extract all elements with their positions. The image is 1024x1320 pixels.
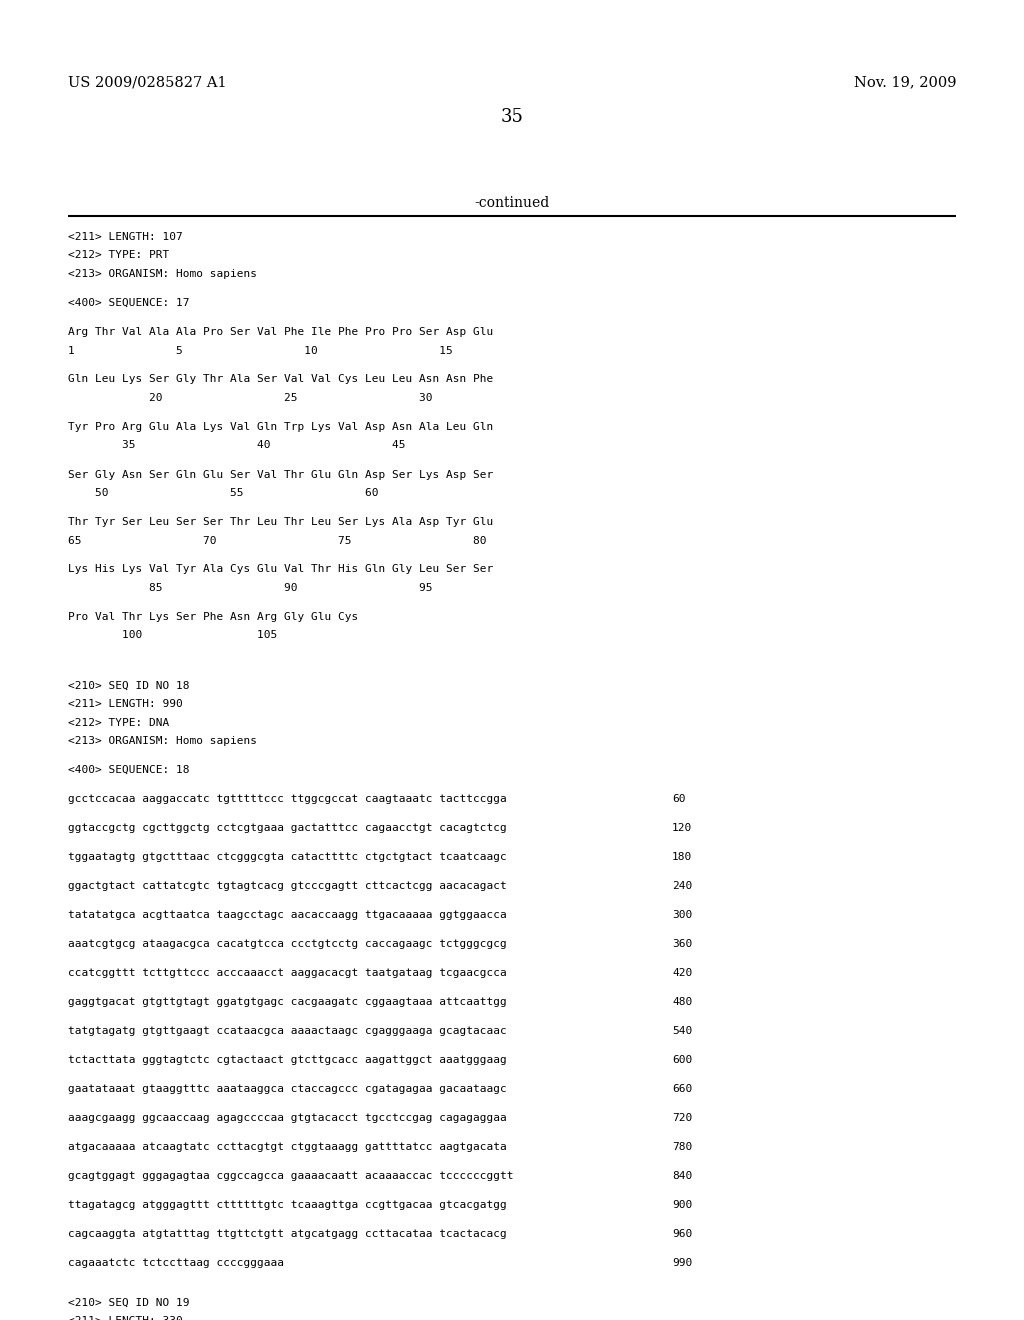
Text: tctacttata gggtagtctc cgtactaact gtcttgcacc aagattggct aaatgggaag: tctacttata gggtagtctc cgtactaact gtcttgc…: [68, 1055, 507, 1065]
Text: 480: 480: [672, 997, 692, 1007]
Text: 180: 180: [672, 851, 692, 862]
Text: Tyr Pro Arg Glu Ala Lys Val Gln Trp Lys Val Asp Asn Ala Leu Gln: Tyr Pro Arg Glu Ala Lys Val Gln Trp Lys …: [68, 422, 494, 432]
Text: gcctccacaa aaggaccatc tgtttttccc ttggcgccat caagtaaatc tacttccgga: gcctccacaa aaggaccatc tgtttttccc ttggcgc…: [68, 795, 507, 804]
Text: US 2009/0285827 A1: US 2009/0285827 A1: [68, 75, 226, 88]
Text: Ser Gly Asn Ser Gln Glu Ser Val Thr Glu Gln Asp Ser Lys Asp Ser: Ser Gly Asn Ser Gln Glu Ser Val Thr Glu …: [68, 470, 494, 479]
Text: <400> SEQUENCE: 18: <400> SEQUENCE: 18: [68, 766, 189, 775]
Text: <211> LENGTH: 107: <211> LENGTH: 107: [68, 232, 182, 242]
Text: Gln Leu Lys Ser Gly Thr Ala Ser Val Val Cys Leu Leu Asn Asn Phe: Gln Leu Lys Ser Gly Thr Ala Ser Val Val …: [68, 375, 494, 384]
Text: <213> ORGANISM: Homo sapiens: <213> ORGANISM: Homo sapiens: [68, 737, 257, 746]
Text: <211> LENGTH: 990: <211> LENGTH: 990: [68, 700, 182, 709]
Text: 65                  70                  75                  80: 65 70 75 80: [68, 536, 486, 545]
Text: tatgtagatg gtgttgaagt ccataacgca aaaactaagc cgagggaaga gcagtacaac: tatgtagatg gtgttgaagt ccataacgca aaaacta…: [68, 1026, 507, 1036]
Text: 300: 300: [672, 909, 692, 920]
Text: cagcaaggta atgtatttag ttgttctgtt atgcatgagg ccttacataa tcactacacg: cagcaaggta atgtatttag ttgttctgtt atgcatg…: [68, 1229, 507, 1239]
Text: tatatatgca acgttaatca taagcctagc aacaccaagg ttgacaaaaa ggtggaacca: tatatatgca acgttaatca taagcctagc aacacca…: [68, 909, 507, 920]
Text: aaagcgaagg ggcaaccaag agagccccaa gtgtacacct tgcctccgag cagagaggaa: aaagcgaagg ggcaaccaag agagccccaa gtgtaca…: [68, 1113, 507, 1123]
Text: <210> SEQ ID NO 19: <210> SEQ ID NO 19: [68, 1298, 189, 1308]
Text: Thr Tyr Ser Leu Ser Ser Thr Leu Thr Leu Ser Lys Ala Asp Tyr Glu: Thr Tyr Ser Leu Ser Ser Thr Leu Thr Leu …: [68, 517, 494, 527]
Text: 600: 600: [672, 1055, 692, 1065]
Text: Arg Thr Val Ala Ala Pro Ser Val Phe Ile Phe Pro Pro Ser Asp Glu: Arg Thr Val Ala Ala Pro Ser Val Phe Ile …: [68, 327, 494, 337]
Text: 35: 35: [501, 108, 523, 125]
Text: 900: 900: [672, 1200, 692, 1210]
Text: <400> SEQUENCE: 17: <400> SEQUENCE: 17: [68, 298, 189, 308]
Text: aaatcgtgcg ataagacgca cacatgtcca ccctgtcctg caccagaagc tctgggcgcg: aaatcgtgcg ataagacgca cacatgtcca ccctgtc…: [68, 939, 507, 949]
Text: 35                  40                  45: 35 40 45: [68, 441, 406, 450]
Text: atgacaaaaa atcaagtatc ccttacgtgt ctggtaaagg gattttatcc aagtgacata: atgacaaaaa atcaagtatc ccttacgtgt ctggtaa…: [68, 1142, 507, 1152]
Text: ggtaccgctg cgcttggctg cctcgtgaaa gactatttcc cagaacctgt cacagtctcg: ggtaccgctg cgcttggctg cctcgtgaaa gactatt…: [68, 822, 507, 833]
Text: cagaaatctc tctccttaag ccccgggaaa: cagaaatctc tctccttaag ccccgggaaa: [68, 1258, 284, 1269]
Text: Nov. 19, 2009: Nov. 19, 2009: [853, 75, 956, 88]
Text: tggaatagtg gtgctttaac ctcgggcgta catacttttc ctgctgtact tcaatcaagc: tggaatagtg gtgctttaac ctcgggcgta catactt…: [68, 851, 507, 862]
Text: 1               5                  10                  15: 1 5 10 15: [68, 346, 453, 355]
Text: <212> TYPE: DNA: <212> TYPE: DNA: [68, 718, 169, 727]
Text: 540: 540: [672, 1026, 692, 1036]
Text: Lys His Lys Val Tyr Ala Cys Glu Val Thr His Gln Gly Leu Ser Ser: Lys His Lys Val Tyr Ala Cys Glu Val Thr …: [68, 565, 494, 574]
Text: 840: 840: [672, 1171, 692, 1181]
Text: 60: 60: [672, 795, 685, 804]
Text: 960: 960: [672, 1229, 692, 1239]
Text: 120: 120: [672, 822, 692, 833]
Text: 720: 720: [672, 1113, 692, 1123]
Text: 240: 240: [672, 880, 692, 891]
Text: 100                 105: 100 105: [68, 631, 278, 640]
Text: 360: 360: [672, 939, 692, 949]
Text: 420: 420: [672, 968, 692, 978]
Text: <213> ORGANISM: Homo sapiens: <213> ORGANISM: Homo sapiens: [68, 269, 257, 279]
Text: Pro Val Thr Lys Ser Phe Asn Arg Gly Glu Cys: Pro Val Thr Lys Ser Phe Asn Arg Gly Glu …: [68, 612, 358, 622]
Text: 780: 780: [672, 1142, 692, 1152]
Text: ttagatagcg atgggagttt cttttttgtc tcaaagttga ccgttgacaa gtcacgatgg: ttagatagcg atgggagttt cttttttgtc tcaaagt…: [68, 1200, 507, 1210]
Text: 990: 990: [672, 1258, 692, 1269]
Text: gcagtggagt gggagagtaa cggccagcca gaaaacaatt acaaaaccac tccccccggtt: gcagtggagt gggagagtaa cggccagcca gaaaaca…: [68, 1171, 513, 1181]
Text: 50                  55                  60: 50 55 60: [68, 488, 379, 498]
Text: <211> LENGTH: 330: <211> LENGTH: 330: [68, 1316, 182, 1320]
Text: <212> TYPE: PRT: <212> TYPE: PRT: [68, 251, 169, 260]
Text: ggactgtact cattatcgtc tgtagtcacg gtcccgagtt cttcactcgg aacacagact: ggactgtact cattatcgtc tgtagtcacg gtcccga…: [68, 880, 507, 891]
Text: ccatcggttt tcttgttccc acccaaacct aaggacacgt taatgataag tcgaacgcca: ccatcggttt tcttgttccc acccaaacct aaggaca…: [68, 968, 507, 978]
Text: 85                  90                  95: 85 90 95: [68, 583, 432, 593]
Text: 660: 660: [672, 1084, 692, 1094]
Text: gaggtgacat gtgttgtagt ggatgtgagc cacgaagatc cggaagtaaa attcaattgg: gaggtgacat gtgttgtagt ggatgtgagc cacgaag…: [68, 997, 507, 1007]
Text: -continued: -continued: [474, 195, 550, 210]
Text: gaatataaat gtaaggtttc aaataaggca ctaccagccc cgatagagaa gacaataagc: gaatataaat gtaaggtttc aaataaggca ctaccag…: [68, 1084, 507, 1094]
Text: 20                  25                  30: 20 25 30: [68, 393, 432, 403]
Text: <210> SEQ ID NO 18: <210> SEQ ID NO 18: [68, 681, 189, 690]
